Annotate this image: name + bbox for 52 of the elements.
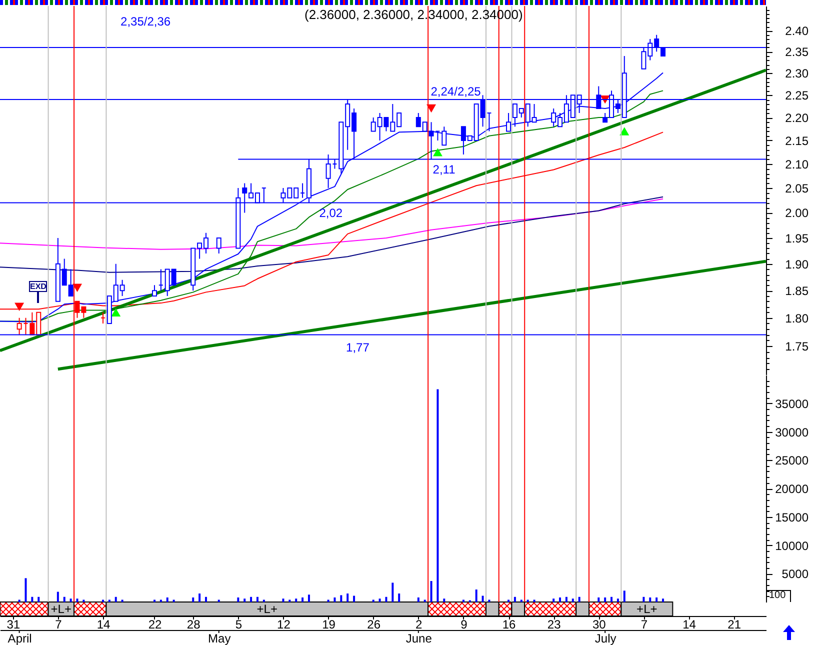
y-tick-label: 2.40 <box>785 24 809 38</box>
y-tick-label: 35000 <box>775 396 809 411</box>
text: 100 <box>766 590 791 602</box>
y-tick-label: 2.15 <box>785 134 809 148</box>
y-tick-label: 1.80 <box>785 311 809 326</box>
x2-tick-label: May <box>208 632 231 645</box>
y-tick-label: 1.95 <box>785 231 809 246</box>
x-tick-label: 16 <box>502 618 516 632</box>
y-tick-label: 2.05 <box>785 182 809 196</box>
ref-line-label: 2,24/2,25 <box>430 84 482 99</box>
y-tick-label: 20000 <box>775 482 809 496</box>
x2-tick-label: April <box>8 632 32 645</box>
x-tick-label: 22 <box>148 618 162 632</box>
x-tick-label: 12 <box>277 618 291 632</box>
x2-tick-label: July <box>594 632 616 645</box>
x2-tick-label: June <box>406 632 432 645</box>
x-tick-label: 2 <box>416 618 423 632</box>
x-tick-label: 7 <box>640 618 648 632</box>
ref-line-label: 2,02 <box>319 206 343 220</box>
x-tick-label: 14 <box>96 618 110 632</box>
y-tick-label: 2.10 <box>785 157 809 172</box>
annotation: +L+ <box>636 602 658 616</box>
x-tick-label: 30 <box>592 618 606 632</box>
x-tick-label: 19 <box>322 618 336 632</box>
y-tick-label: 2.20 <box>785 111 809 126</box>
x-tick-label: 9 <box>460 618 468 632</box>
x-tick-label: 28 <box>186 618 201 632</box>
y-tick-label: 30000 <box>775 425 809 440</box>
y-tick-label: 2.00 <box>785 206 809 220</box>
x-tick-label: 31 <box>6 618 20 632</box>
annotation: +L+ <box>50 602 72 616</box>
x-tick-label: 14 <box>682 618 696 632</box>
x-tick-label: 7 <box>55 618 62 632</box>
y-tick-label: 2.30 <box>785 66 809 81</box>
y-tick-label: 5000 <box>782 567 809 582</box>
y-tick-label: 15000 <box>775 510 809 524</box>
ref-line-label: 1,77 <box>346 340 370 355</box>
annotation: +L+ <box>256 602 278 616</box>
y-tick-label: 1.85 <box>785 284 809 298</box>
annotation: EXD <box>30 282 46 291</box>
series-label: 2,11 <box>432 162 456 176</box>
x-tick-label: 26 <box>367 618 381 632</box>
y-tick-label: 1.90 <box>785 257 809 272</box>
y-tick-label: 25000 <box>775 454 809 468</box>
y-tick-label: 2.35 <box>785 45 809 60</box>
x-tick-label: 21 <box>728 618 742 632</box>
y-tick-label: 1.75 <box>785 340 809 354</box>
ref-line-label: 2,35/2,36 <box>120 14 171 28</box>
y-tick-label: 10000 <box>775 538 809 553</box>
y-tick-label: 2.25 <box>785 88 809 103</box>
x-tick-label: 23 <box>547 618 562 632</box>
x-tick-label: 5 <box>235 618 242 632</box>
